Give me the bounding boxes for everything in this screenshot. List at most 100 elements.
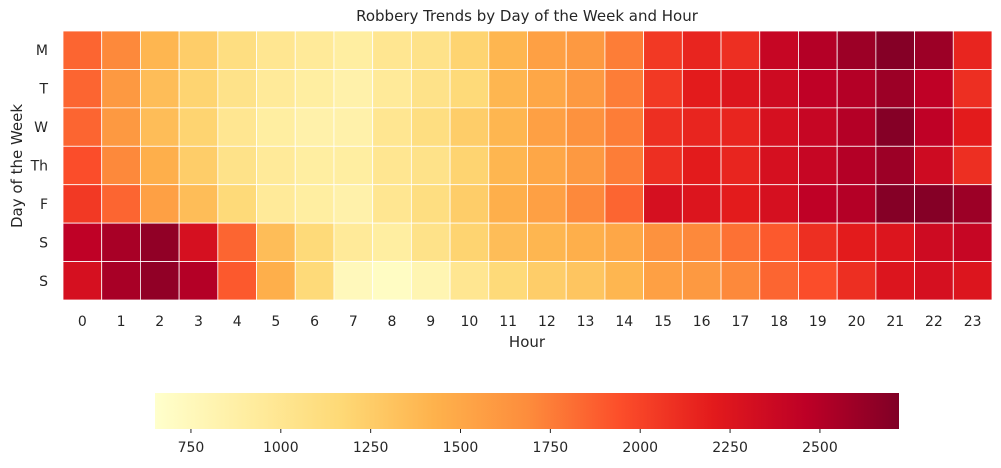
heatmap-cell xyxy=(62,261,103,301)
heatmap-cell xyxy=(565,30,606,70)
heatmap-cell xyxy=(875,261,915,301)
heatmap-cell xyxy=(798,184,838,224)
heatmap-cell xyxy=(681,222,722,262)
heatmap-cell xyxy=(604,30,645,70)
heatmap-cell xyxy=(372,261,412,301)
heatmap-cell xyxy=(140,30,180,70)
heatmap-cell xyxy=(643,222,683,262)
heatmap-cell xyxy=(604,145,645,186)
heatmap-cell xyxy=(62,184,103,224)
x-tick-label: 11 xyxy=(499,314,517,330)
heatmap-cell xyxy=(759,145,799,186)
heatmap-cell xyxy=(681,107,722,147)
x-tick-label: 21 xyxy=(886,314,904,330)
heatmap-cell xyxy=(372,184,412,224)
y-axis-label: Day of the Week xyxy=(8,104,26,228)
heatmap-cell xyxy=(875,30,915,70)
heatmap-cell xyxy=(217,69,257,109)
heatmap-cell xyxy=(410,107,451,147)
heatmap-cell xyxy=(720,107,761,147)
heatmap-cell xyxy=(643,184,683,224)
heatmap-cell xyxy=(488,222,528,262)
heatmap-cell xyxy=(720,69,761,109)
heatmap-cell xyxy=(914,69,954,109)
heatmap-cell xyxy=(410,222,451,262)
heatmap-cell xyxy=(720,145,761,186)
heatmap-cell xyxy=(488,145,528,186)
heatmap-cell xyxy=(256,261,296,301)
x-tick-label: 22 xyxy=(925,314,943,330)
heatmap-cell xyxy=(914,222,954,262)
heatmap-cell xyxy=(527,184,567,224)
heatmap-cell xyxy=(488,107,528,147)
heatmap-cell xyxy=(488,261,528,301)
colorbar-tick-label: 2000 xyxy=(622,440,658,456)
heatmap-cell xyxy=(410,145,451,186)
heatmap-cell xyxy=(604,69,645,109)
heatmap-cell xyxy=(759,30,799,70)
heatmap-cell xyxy=(914,145,954,186)
heatmap-cell xyxy=(217,222,257,262)
heatmap-cell xyxy=(333,69,374,109)
heatmap-cell xyxy=(333,30,374,70)
y-tick-label: M xyxy=(36,43,48,59)
heatmap-cell xyxy=(952,69,993,109)
heatmap-cell xyxy=(256,222,296,262)
heatmap-cell xyxy=(410,261,451,301)
heatmap-cell xyxy=(294,261,335,301)
heatmap-cell xyxy=(836,69,877,109)
heatmap-cell xyxy=(294,184,335,224)
heatmap-cell xyxy=(256,30,296,70)
heatmap-cell xyxy=(217,30,257,70)
heatmap-cell xyxy=(256,69,296,109)
heatmap-cell xyxy=(178,107,219,147)
heatmap-cell xyxy=(875,69,915,109)
heatmap-cell xyxy=(836,222,877,262)
heatmap-cell xyxy=(488,69,528,109)
heatmap-cell xyxy=(527,222,567,262)
x-tick-label: 17 xyxy=(731,314,749,330)
heatmap-cell xyxy=(565,222,606,262)
x-tick-label: 0 xyxy=(78,314,87,330)
heatmap-cell xyxy=(681,261,722,301)
x-tick-label: 14 xyxy=(615,314,633,330)
heatmap-cell xyxy=(565,145,606,186)
x-tick-label: 9 xyxy=(426,314,435,330)
heatmap-cell xyxy=(836,184,877,224)
heatmap-cell xyxy=(527,107,567,147)
colorbar-tick-label: 750 xyxy=(178,440,205,456)
heatmap-cell xyxy=(759,69,799,109)
x-tick-label: 5 xyxy=(271,314,280,330)
heatmap-cell xyxy=(836,145,877,186)
heatmap-cell xyxy=(372,145,412,186)
heatmap-cell xyxy=(604,184,645,224)
heatmap-cell xyxy=(952,30,993,70)
x-tick-label: 1 xyxy=(117,314,126,330)
heatmap-cell xyxy=(952,145,993,186)
heatmap-cell xyxy=(527,30,567,70)
heatmap-cell xyxy=(410,69,451,109)
x-axis-label: Hour xyxy=(509,333,546,351)
heatmap-cell xyxy=(140,107,180,147)
heatmap-cell xyxy=(178,30,219,70)
heatmap-cell xyxy=(256,184,296,224)
x-tick-label: 8 xyxy=(388,314,397,330)
heatmap-cell xyxy=(759,261,799,301)
heatmap-cell xyxy=(643,69,683,109)
chart-title: Robbery Trends by Day of the Week and Ho… xyxy=(356,7,699,25)
heatmap-cell xyxy=(798,69,838,109)
heatmap-cell xyxy=(140,184,180,224)
y-tick-labels: M T W Th F S S xyxy=(30,43,49,290)
heatmap-cell xyxy=(952,261,993,301)
heatmap-cell xyxy=(449,261,490,301)
heatmap-cell xyxy=(720,222,761,262)
heatmap-cell xyxy=(914,184,954,224)
heatmap-cell xyxy=(140,69,180,109)
y-tick-label: T xyxy=(38,82,48,98)
heatmap-cell xyxy=(294,222,335,262)
heatmap-cell xyxy=(333,145,374,186)
heatmap-cell xyxy=(952,184,993,224)
heatmap-cell xyxy=(798,222,838,262)
heatmap-cell xyxy=(643,30,683,70)
colorbar xyxy=(155,393,899,429)
